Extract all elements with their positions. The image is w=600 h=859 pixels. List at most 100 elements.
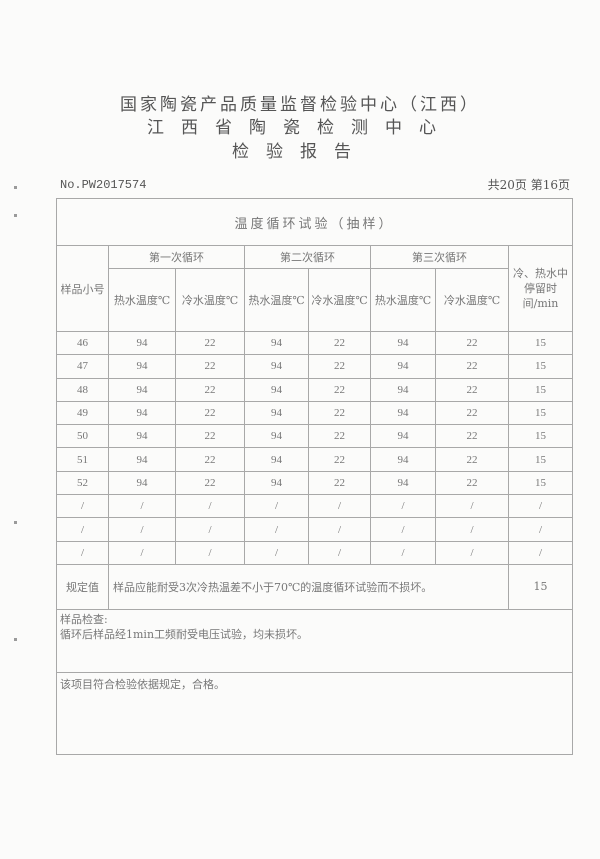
table-cell: 22 <box>175 354 245 379</box>
report-number: No.PW2017574 <box>60 178 147 192</box>
table-cell: 94 <box>244 354 309 379</box>
table-row: / / / / / / / / <box>56 517 574 542</box>
table-cell: 94 <box>370 400 436 426</box>
table-cell: 15 <box>507 400 574 426</box>
cold-header: 冷水温度℃ <box>435 268 509 332</box>
table-cell: 94 <box>244 424 309 449</box>
table-cell: 22 <box>308 470 371 496</box>
table-cell: / <box>108 540 176 565</box>
table-cell: / <box>370 517 436 542</box>
table-row: 49 94 22 94 22 94 22 15 <box>56 400 574 426</box>
table-cell: 94 <box>244 447 309 472</box>
table-cell: 15 <box>507 354 574 379</box>
table-cell: 52 <box>56 470 109 496</box>
table-cell: 46 <box>56 330 109 356</box>
table-cell: 94 <box>108 330 176 356</box>
table-cell: 94 <box>370 377 436 402</box>
table-cell: 22 <box>435 330 509 356</box>
report-title: 检验报告 <box>232 142 368 162</box>
inspection-label: 样品检查: <box>60 612 108 626</box>
table-cell: / <box>435 540 509 565</box>
table-cell: 94 <box>244 470 309 496</box>
table-cell: 22 <box>308 330 371 356</box>
table-cell: / <box>370 494 436 519</box>
inspection-text: 循环后样品经1min工频耐受电压试验，均未损坏。 <box>60 627 309 641</box>
table-cell: 94 <box>108 400 176 426</box>
table-cell: 22 <box>435 400 509 426</box>
table-row: / / / / / / / / <box>56 540 574 565</box>
table-cell: 50 <box>56 424 109 449</box>
table-cell: / <box>244 517 309 542</box>
table-row: 46 94 22 94 22 94 22 15 <box>56 330 574 356</box>
table-cell: 22 <box>435 470 509 496</box>
table-cell: 15 <box>507 377 574 402</box>
conclusion: 该项目符合检验依据规定，合格。 <box>55 671 574 755</box>
table-cell: / <box>175 517 245 542</box>
table-cell: 94 <box>108 354 176 379</box>
table-cell: 94 <box>244 330 309 356</box>
table-cell: / <box>175 494 245 519</box>
table-row: 50 94 22 94 22 94 22 15 <box>56 424 574 449</box>
table-cell: 15 <box>507 424 574 449</box>
table-cell: / <box>507 540 574 565</box>
table-cell: 94 <box>370 424 436 449</box>
table-cell: 51 <box>56 447 109 472</box>
table-cell: 22 <box>175 424 245 449</box>
table-cell: / <box>308 540 371 565</box>
table-cell: 22 <box>175 447 245 472</box>
institution-name: 国家陶瓷产品质量监督检验中心（江西） <box>120 95 480 115</box>
table-row: 52 94 22 94 22 94 22 15 <box>56 470 574 496</box>
table-cell: 94 <box>108 470 176 496</box>
table-cell: 22 <box>308 354 371 379</box>
table-cell: 22 <box>308 377 371 402</box>
cold-header: 冷水温度℃ <box>175 268 245 332</box>
table-cell: 22 <box>175 330 245 356</box>
table-cell: / <box>56 540 109 565</box>
col-sample-header: 样品小号 <box>56 245 109 332</box>
binding-mark <box>14 186 17 189</box>
table-cell: / <box>435 517 509 542</box>
table-cell: / <box>56 494 109 519</box>
table-cell: 48 <box>56 377 109 402</box>
table-cell: 15 <box>507 447 574 472</box>
table-cell: 22 <box>175 470 245 496</box>
table-cell: 47 <box>56 354 109 379</box>
table-cell: / <box>308 517 371 542</box>
hot-header: 热水温度℃ <box>108 268 176 332</box>
table-cell: / <box>175 540 245 565</box>
table-cell: 22 <box>308 424 371 449</box>
table-cell: 22 <box>435 424 509 449</box>
table-cell: 22 <box>435 377 509 402</box>
table-cell: 22 <box>308 447 371 472</box>
table-cell: 94 <box>108 447 176 472</box>
table-cell: 94 <box>370 447 436 472</box>
table-cell: 94 <box>108 424 176 449</box>
table-cell: 94 <box>370 354 436 379</box>
table-cell: 22 <box>435 354 509 379</box>
center-name: 江西省陶瓷检测中心 <box>147 118 453 138</box>
table-cell: / <box>435 494 509 519</box>
table-cell: 94 <box>244 400 309 426</box>
table-cell: / <box>507 494 574 519</box>
binding-mark <box>14 521 17 524</box>
table-cell: / <box>507 517 574 542</box>
regulation-text: 样品应能耐受3次冷热温差不小于70℃的温度循环试验而不损坏。 <box>108 563 509 610</box>
table-cell: 22 <box>175 400 245 426</box>
table-cell: / <box>370 540 436 565</box>
table-cell: 22 <box>175 377 245 402</box>
regulation-value: 15 <box>507 563 574 610</box>
table-cell: / <box>308 494 371 519</box>
table-cell: / <box>244 494 309 519</box>
table-cell: 49 <box>56 400 109 426</box>
cycle-3-header: 第三次循环 <box>370 245 509 269</box>
table-row: 51 94 22 94 22 94 22 15 <box>56 447 574 472</box>
table-row: 48 94 22 94 22 94 22 15 <box>56 377 574 402</box>
table-cell: 94 <box>108 377 176 402</box>
regulation-label: 规定值 <box>56 563 109 610</box>
binding-mark <box>14 214 17 217</box>
cold-header: 冷水温度℃ <box>308 268 371 332</box>
table-cell: 94 <box>370 470 436 496</box>
dwell-header: 冷、热水中停留时间/min <box>507 245 574 332</box>
table-cell: / <box>108 494 176 519</box>
cycle-2-header: 第二次循环 <box>244 245 371 269</box>
